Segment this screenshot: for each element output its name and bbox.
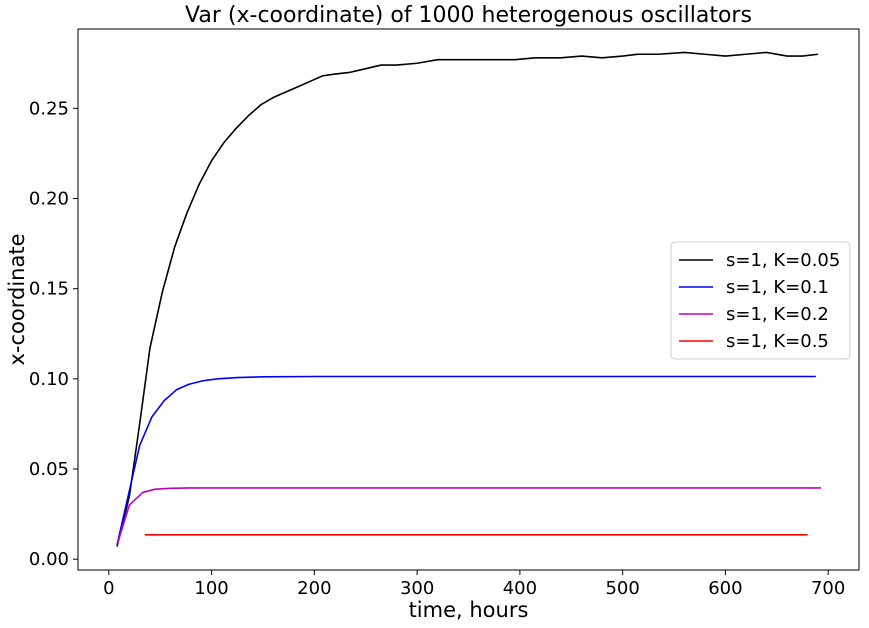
y-tick-label: 0.15 xyxy=(29,279,69,300)
y-tick-label: 0.10 xyxy=(29,369,69,390)
plot-area xyxy=(116,51,821,547)
y-axis-label: x-coordinate xyxy=(5,233,29,365)
x-tick-label: 0 xyxy=(103,578,114,599)
legend-entry-label: s=1, K=0.5 xyxy=(726,331,829,352)
series-line-1 xyxy=(116,51,818,547)
legend-entry-label: s=1, K=0.2 xyxy=(726,304,829,325)
x-tick-label: 700 xyxy=(811,578,845,599)
chart-title: Var (x-coordinate) of 1000 heterogenous … xyxy=(185,3,752,28)
y-tick-label: 0.05 xyxy=(29,459,69,480)
x-axis-label: time, hours xyxy=(409,598,529,622)
plot-frame xyxy=(77,28,860,571)
series-line-3 xyxy=(116,487,821,545)
legend-entry-label: s=1, K=0.1 xyxy=(726,277,829,298)
x-tick-label: 100 xyxy=(194,578,228,599)
x-axis: 0 100 200 300 400 500 600 700 xyxy=(103,570,845,599)
y-axis: 0.00 0.05 0.10 0.15 0.20 0.25 xyxy=(29,98,78,570)
legend-entry-label: s=1, K=0.05 xyxy=(726,250,840,271)
y-tick-label: 0.00 xyxy=(29,549,69,570)
x-tick-label: 200 xyxy=(297,578,331,599)
y-tick-label: 0.25 xyxy=(29,98,69,119)
legend-box xyxy=(670,241,851,360)
legend: s=1, K=0.05 s=1, K=0.1 s=1, K=0.2 s=1, K=0.… xyxy=(670,241,851,360)
x-tick-label: 500 xyxy=(605,578,639,599)
y-tick-label: 0.20 xyxy=(29,189,69,210)
x-tick-label: 300 xyxy=(400,578,434,599)
series-line-2 xyxy=(116,375,816,545)
x-tick-label: 400 xyxy=(503,578,537,599)
x-tick-label: 600 xyxy=(708,578,742,599)
